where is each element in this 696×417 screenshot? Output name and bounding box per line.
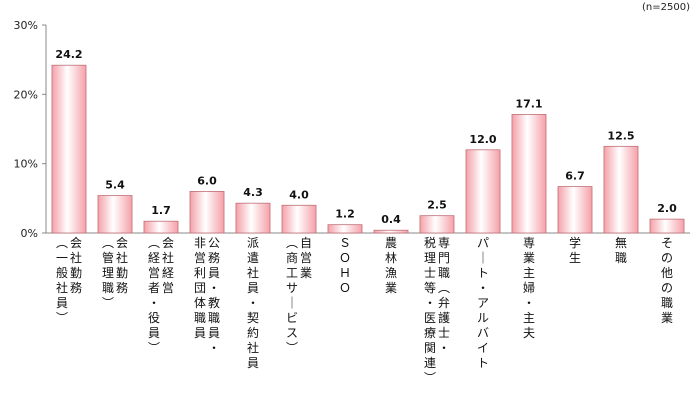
data-label: 4.3 xyxy=(243,186,263,199)
bar xyxy=(649,218,685,234)
category-label: ︵一般社員︶ xyxy=(56,236,68,325)
y-tick-label: 10% xyxy=(14,158,38,171)
category-label: 会社勤務 xyxy=(116,236,128,295)
data-label: 1.7 xyxy=(151,204,171,217)
data-label: 12.0 xyxy=(469,133,496,146)
bar xyxy=(235,202,271,234)
data-label: 4.0 xyxy=(289,188,309,201)
category-label: 税理士等・医療関連︶ xyxy=(424,236,436,385)
y-tick-label: 0% xyxy=(21,227,38,240)
bar xyxy=(419,215,455,234)
data-label: 0.4 xyxy=(381,213,401,226)
bar xyxy=(373,229,409,234)
category-label: ︵管理職︶ xyxy=(102,236,114,310)
category-label: 公務員・教職員・ xyxy=(208,236,220,355)
bar xyxy=(465,149,501,234)
category-label: 派遣社員・契約社員 xyxy=(247,236,259,370)
data-label: 5.4 xyxy=(105,179,125,192)
category-label: 会社経営 xyxy=(162,236,174,295)
bar xyxy=(189,190,225,234)
data-label: 17.1 xyxy=(515,97,542,110)
bar xyxy=(327,224,363,234)
data-label: 12.5 xyxy=(607,129,634,142)
category-label: その他の職業 xyxy=(661,236,673,325)
category-label: 非営利団体職員 xyxy=(194,236,206,340)
bar xyxy=(51,64,87,234)
category-label: 自営業 xyxy=(300,236,312,280)
bar xyxy=(557,186,593,234)
data-label: 6.7 xyxy=(565,170,585,183)
bar xyxy=(603,145,639,234)
category-label: 専門職︵弁護士・ xyxy=(438,236,450,355)
category-label: 農林漁業 xyxy=(385,236,397,295)
bar xyxy=(511,114,547,234)
bar xyxy=(97,195,133,234)
category-label: 専業主婦・主夫 xyxy=(523,236,535,340)
category-label: 無職 xyxy=(615,235,627,265)
data-label: 1.2 xyxy=(335,208,355,221)
category-label: パ｜ト・アルバイト xyxy=(477,236,489,370)
bar xyxy=(143,220,179,234)
data-label: 6.0 xyxy=(197,174,217,187)
category-label: ︵商工サ｜ビス︶ xyxy=(286,236,298,355)
category-label: 学生 xyxy=(569,235,581,265)
category-label: ︵経営者・役員︶ xyxy=(148,236,160,355)
y-tick-label: 20% xyxy=(14,88,38,101)
bar xyxy=(281,204,317,234)
category-label: ＳＯＨＯ xyxy=(339,236,351,295)
y-tick-label: 30% xyxy=(14,19,38,32)
category-label: 会社勤務 xyxy=(70,236,82,295)
data-label: 2.0 xyxy=(657,202,677,215)
data-label: 24.2 xyxy=(55,48,82,61)
data-label: 2.5 xyxy=(427,199,447,212)
sample-size-note: (n=2500) xyxy=(642,2,690,13)
